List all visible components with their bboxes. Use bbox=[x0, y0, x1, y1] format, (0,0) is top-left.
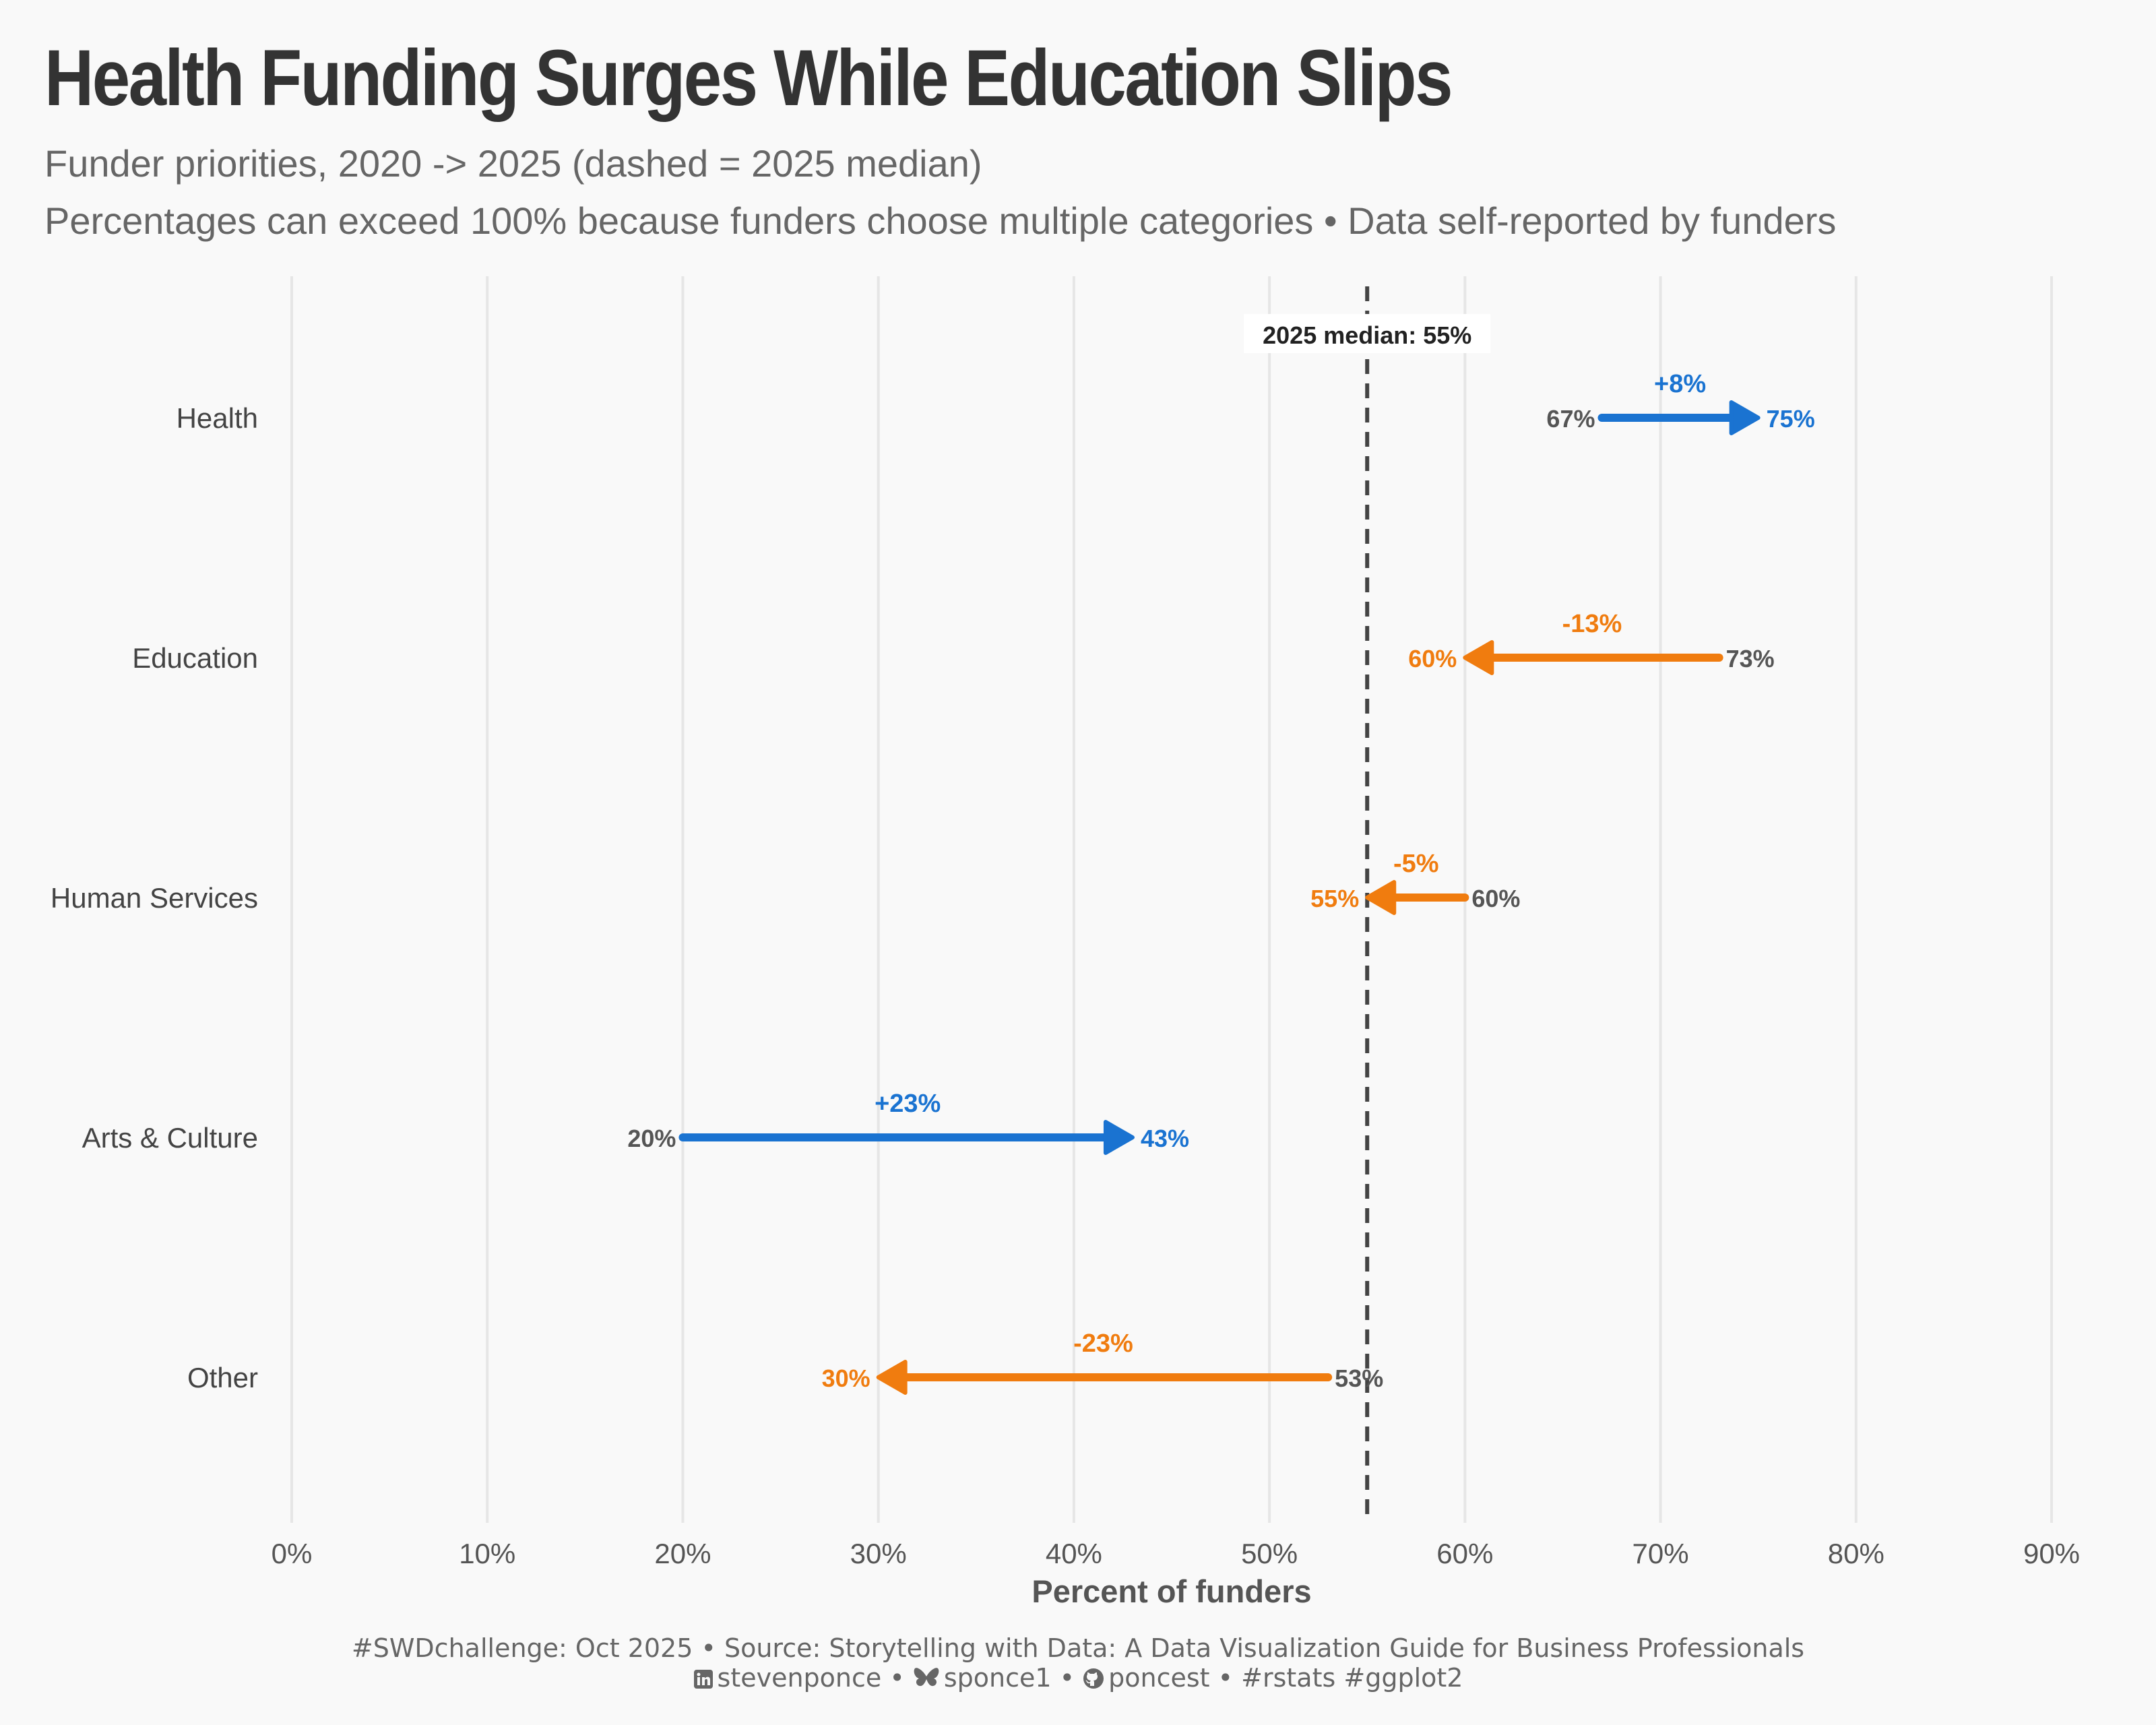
x-tick-label: 40% bbox=[1046, 1538, 1102, 1569]
start-value-label: 67% bbox=[1546, 405, 1595, 433]
github-handle[interactable]: poncest bbox=[1108, 1663, 1210, 1693]
change-label: -5% bbox=[1393, 850, 1439, 878]
x-tick-label: 90% bbox=[2023, 1538, 2080, 1569]
category-label: Education bbox=[132, 642, 258, 674]
end-value-label: 43% bbox=[1141, 1125, 1189, 1152]
category-label: Arts & Culture bbox=[82, 1122, 258, 1154]
chart-subtitle: Funder priorities, 2020 -> 2025 (dashed … bbox=[44, 142, 982, 185]
category-label: Human Services bbox=[51, 882, 258, 914]
start-value-label: 60% bbox=[1471, 885, 1520, 912]
arrow-head bbox=[876, 1360, 908, 1395]
gridlines bbox=[290, 276, 2053, 1523]
x-tick-label: 0% bbox=[272, 1538, 313, 1569]
axes: 0% 10% 20% 30% 40% 50% 60% 70% 80% 90% Percent of … bbox=[51, 402, 2080, 1609]
start-value-label: 73% bbox=[1726, 645, 1775, 672]
caption-separator: • bbox=[1051, 1663, 1083, 1693]
category-label: Health bbox=[177, 402, 258, 434]
end-value-label: 30% bbox=[822, 1365, 870, 1392]
caption-separator: • bbox=[881, 1663, 913, 1693]
end-value-label: 55% bbox=[1310, 885, 1359, 912]
x-tick-label: 50% bbox=[1241, 1538, 1298, 1569]
x-axis-title: Percent of funders bbox=[1032, 1573, 1311, 1609]
end-value-label: 75% bbox=[1767, 405, 1815, 433]
x-tick-label: 30% bbox=[850, 1538, 907, 1569]
arrows bbox=[678, 400, 1761, 1395]
x-tick-label: 20% bbox=[654, 1538, 711, 1569]
arrow-head bbox=[1463, 640, 1494, 675]
bluesky-handle[interactable]: sponce1 bbox=[943, 1663, 1052, 1693]
data-labels: 67% 75% +8% 73% 60% -13% 60% 55% -5% 20% 43% +23% 53… bbox=[627, 370, 1814, 1392]
chart-title: Health Funding Surges While Education Sl… bbox=[44, 34, 1453, 123]
linkedin-icon bbox=[693, 1666, 714, 1695]
category-label: Other bbox=[187, 1362, 258, 1393]
chart-subtitle-note: Percentages can exceed 100% because fund… bbox=[44, 199, 1837, 242]
change-label: -13% bbox=[1562, 610, 1622, 638]
x-tick-label: 10% bbox=[459, 1538, 515, 1569]
change-label: -23% bbox=[1073, 1329, 1133, 1358]
start-value-label: 53% bbox=[1335, 1365, 1383, 1392]
end-value-label: 60% bbox=[1408, 645, 1457, 672]
change-label: +23% bbox=[875, 1090, 941, 1118]
bluesky-butterfly-icon bbox=[913, 1666, 940, 1695]
arrow-dumbbell-chart: 2025 median: 55% 67% 75% +8% 73% 60% -13% 60% 5… bbox=[51, 276, 2080, 1609]
median-label-box bbox=[1244, 314, 1491, 353]
change-label: +8% bbox=[1654, 370, 1706, 398]
x-tick-label: 60% bbox=[1436, 1538, 1493, 1569]
arrow-head bbox=[1365, 880, 1397, 915]
caption-source: #SWDchallenge: Oct 2025 • Source: Storyt… bbox=[351, 1633, 1805, 1663]
arrow-head bbox=[1103, 1120, 1135, 1155]
x-tick-label: 80% bbox=[1828, 1538, 1884, 1569]
median-reference: 2025 median: 55% bbox=[1244, 286, 1491, 1523]
linkedin-handle[interactable]: stevenponce bbox=[717, 1663, 882, 1693]
start-value-label: 20% bbox=[627, 1125, 676, 1152]
caption-hashtags: • #rstats #ggplot2 bbox=[1209, 1663, 1463, 1693]
median-label: 2025 median: 55% bbox=[1263, 321, 1471, 349]
x-tick-label: 70% bbox=[1632, 1538, 1689, 1569]
github-icon bbox=[1083, 1666, 1104, 1695]
caption-credits: stevenponce • sponce1 • poncest • #rstat… bbox=[0, 1663, 2156, 1695]
arrow-head bbox=[1729, 400, 1761, 435]
